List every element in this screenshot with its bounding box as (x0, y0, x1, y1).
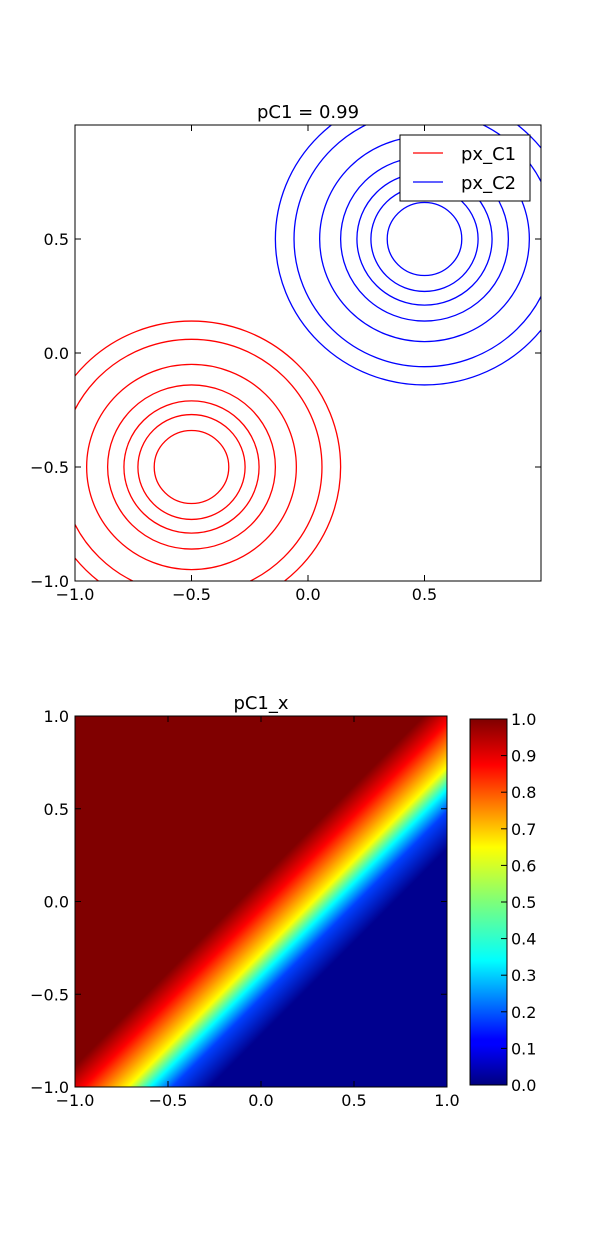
legend-box (399, 134, 531, 202)
colorbar-tick-label: 0.1 (511, 1039, 536, 1058)
heatmap-x-tick-label: 0.0 (248, 1091, 273, 1110)
contour-y-tick-label: 0.5 (44, 230, 69, 249)
heatmap-y-tick-label: 1.0 (44, 707, 69, 726)
legend-label-px-c2: px_C2 (461, 173, 516, 194)
colorbar-tick-label: 0.2 (511, 1003, 536, 1022)
colorbar-tick-label: 0.0 (511, 1076, 536, 1095)
contour-px-c2-level-6 (274, 125, 541, 386)
legend: px_C1 px_C2 (399, 134, 531, 202)
contour-px-c1-level-4 (86, 363, 297, 571)
colorbar-tick-label: 0.9 (511, 747, 536, 766)
contour-x-tick-label: 0.0 (295, 585, 320, 604)
contour-title: pC1 = 0.99 (257, 102, 359, 123)
heatmap-image (75, 716, 447, 1087)
heatmap-x-axis: −1.0 −0.5 0.0 0.5 1.0 (56, 716, 460, 1110)
colorbar-tick-label: 0.7 (511, 820, 536, 839)
contour-px-c1-level-0 (153, 429, 230, 505)
colorbar-tick-label: 0.5 (511, 893, 536, 912)
contour-y-tick-label: −1.0 (30, 572, 69, 591)
contour-y-tick-label: −0.5 (30, 458, 69, 477)
contour-px-c1-level-3 (106, 384, 277, 550)
heatmap-plot: pC1_x −1.0 −0.5 0.0 0.5 1.0 −1.0 −0.5 0.0 0.5 1.… (30, 693, 536, 1110)
colorbar-tick-label: 1.0 (511, 710, 536, 729)
contour-x-tick-label: −0.5 (172, 585, 211, 604)
heatmap-y-axis: −1.0 −0.5 0.0 0.5 1.0 (30, 707, 447, 1097)
heatmap-x-tick-label: 1.0 (434, 1091, 459, 1110)
colorbar-tick-label: 0.4 (511, 930, 536, 949)
heatmap-title: pC1_x (233, 693, 288, 714)
legend-label-px-c1: px_C1 (461, 144, 516, 165)
colorbar-gradient (470, 719, 507, 1085)
colorbar-tick-label: 0.6 (511, 856, 536, 875)
contour-px-c1-level-6 (75, 320, 342, 581)
colorbar-ticks: 0.0 0.1 0.2 0.3 0.4 0.5 0.6 0.7 0.8 0.9 1.0 (501, 710, 536, 1095)
heatmap-x-tick-label: −1.0 (56, 1091, 95, 1110)
heatmap-y-tick-label: 0.0 (44, 893, 69, 912)
contour-y-axis: −1.0 −0.5 0.0 0.5 (30, 230, 541, 591)
contour-x-axis: −1.0 −0.5 0.0 0.5 (56, 125, 437, 604)
heatmap-x-tick-label: −0.5 (149, 1091, 188, 1110)
heatmap-y-tick-label: −0.5 (30, 985, 69, 1004)
contour-px-c1-level-1 (137, 413, 246, 521)
heatmap-x-tick-label: 0.5 (341, 1091, 366, 1110)
contour-px-c2-level-0 (386, 201, 463, 277)
colorbar-tick-label: 0.8 (511, 783, 536, 802)
contour-y-tick-label: 0.0 (44, 344, 69, 363)
contour-x-tick-label: 0.5 (412, 585, 437, 604)
contour-x-tick-label: −1.0 (56, 585, 95, 604)
heatmap-y-tick-label: 0.5 (44, 800, 69, 819)
contour-px-c2-level-5 (293, 125, 541, 368)
contour-px-c1-level-5 (75, 338, 323, 581)
heatmap-y-tick-label: −1.0 (30, 1078, 69, 1097)
colorbar: 0.0 0.1 0.2 0.3 0.4 0.5 0.6 0.7 0.8 0.9 1.0 (469, 710, 536, 1095)
colorbar-tick-label: 0.3 (511, 966, 536, 985)
contour-px-c1-level-2 (123, 400, 260, 534)
contour-plot: pC1 = 0.99 −1.0 −0.5 0.0 0.5 −1.0 −0.5 0.0 0.5… (30, 102, 542, 604)
